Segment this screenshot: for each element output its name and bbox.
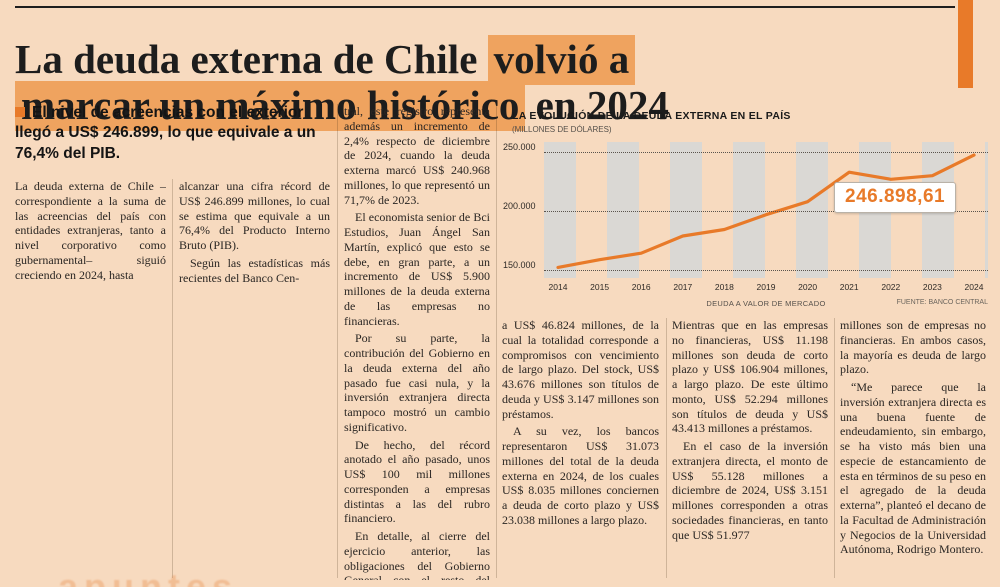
x-axis-tick: 2015 [590, 282, 610, 292]
paragraph: millones son de empresas no financieras.… [840, 318, 986, 377]
x-axis-tick: 2017 [673, 282, 693, 292]
paragraph: “Me parece que la inversión extranjera d… [840, 380, 986, 557]
paragraph: De hecho, del récord anotado el año pasa… [344, 437, 490, 526]
paragraph: Mientras que en las empresas no financie… [672, 318, 828, 436]
body-column-5: Mientras que en las empresas no financie… [672, 318, 828, 582]
x-axis-tick: 2014 [548, 282, 568, 292]
x-axis-tick: 2021 [839, 282, 859, 292]
column-divider [337, 104, 338, 578]
chart-subtitle: (MILLONES DE DÓLARES) [512, 125, 612, 134]
bullet-square-icon [15, 107, 25, 117]
paragraph: Según las estadísticas más recientes del… [179, 255, 330, 285]
column-divider [834, 318, 835, 578]
x-axis-tick: 2024 [964, 282, 984, 292]
value-callout: 246.898,61 [834, 182, 957, 213]
gridline: 250.000 [503, 142, 988, 153]
debt-line [556, 153, 976, 270]
paragraph: El economista senior de Bci Estudios, Ju… [344, 210, 490, 328]
lede-text: El nivel de acreencias con el exterior l… [15, 104, 316, 162]
column-divider [496, 104, 497, 578]
y-axis-tick: 200.000 [503, 200, 536, 211]
x-axis-tick: 2020 [798, 282, 818, 292]
top-rule [15, 6, 955, 8]
headline-highlight: marcar un máximo histórico [15, 80, 526, 131]
body-column-1: La deuda externa de Chile –correspondien… [15, 179, 166, 579]
gridline: 200.000 [503, 201, 988, 212]
y-axis-tick: 150.000 [503, 259, 536, 270]
body-column-2: alcanzar una cifra récord de US$ 246.899… [179, 179, 330, 579]
headline-highlight: volvió a [487, 35, 636, 86]
x-axis-labels: 2014 2015 2016 2017 2018 2019 2020 2021 2022 2023… [544, 282, 988, 294]
axis-note: DEUDA A VALOR DE MERCADO [706, 299, 826, 308]
x-axis-tick: 2018 [714, 282, 734, 292]
paragraph: A su vez, los bancos representaron US$ 3… [502, 424, 659, 527]
column-divider [172, 179, 173, 578]
paragraph: Por su parte, la contribución del Gobier… [344, 331, 490, 434]
body-column-4: a US$ 46.824 millones, de la cual la tot… [502, 318, 659, 582]
body-column-3: tral, este registro representa además un… [344, 104, 490, 580]
paragraph: En detalle, al cierre del ejercicio ante… [344, 529, 490, 580]
lede: El nivel de acreencias con el exterior l… [15, 103, 337, 164]
paragraph: alcanzar una cifra récord de US$ 246.899… [179, 179, 330, 252]
headline-plain: en 2024 [525, 81, 669, 128]
column-divider [666, 318, 667, 578]
corner-accent-bar [958, 0, 973, 88]
x-axis-tick: 2016 [631, 282, 651, 292]
watermark-text: apuntes [58, 566, 239, 587]
gridline: 150.000 [503, 260, 988, 271]
x-axis-tick: 2019 [756, 282, 776, 292]
paragraph: a US$ 46.824 millones, de la cual la tot… [502, 318, 659, 421]
x-axis-tick: 2023 [922, 282, 942, 292]
paragraph: En el caso de la inversión extranjera di… [672, 439, 828, 542]
headline-plain: La deuda externa de Chile [15, 36, 488, 83]
paragraph: La deuda externa de Chile –correspondien… [15, 179, 166, 282]
body-column-6: millones son de empresas no financieras.… [840, 318, 986, 582]
chart-title: LA EVOLUCIÓN DE LA DEUDA EXTERNA EN EL P… [512, 110, 791, 122]
x-axis-tick: 2022 [881, 282, 901, 292]
debt-line-path [556, 153, 976, 270]
y-axis-tick: 250.000 [503, 141, 536, 152]
source-note: FUENTE: BANCO CENTRAL [896, 299, 988, 306]
debt-chart: LA EVOLUCIÓN DE LA DEUDA EXTERNA EN EL P… [500, 106, 988, 312]
page-title: La deuda externa de Chile volvió a marcar… [15, 35, 955, 131]
paragraph: tral, este registro representa además un… [344, 104, 490, 207]
